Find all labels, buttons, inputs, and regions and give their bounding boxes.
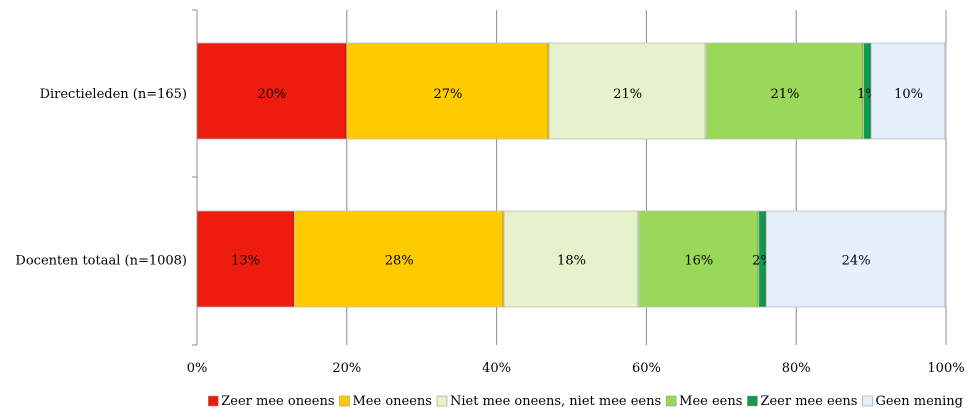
legend-label: Geen mening xyxy=(875,394,963,409)
legend-label: Zeer mee eens xyxy=(760,394,857,409)
bar-segment-edge xyxy=(344,43,347,139)
data-label: 21% xyxy=(771,87,800,102)
data-label: 13% xyxy=(231,254,260,269)
legend-swatch xyxy=(747,395,758,407)
bar-segment-edge xyxy=(869,43,872,139)
bar-segment xyxy=(196,42,348,140)
legend-label: Zeer mee oneens xyxy=(221,394,334,409)
data-label: 16% xyxy=(684,254,713,269)
x-tick-label: 100% xyxy=(927,361,964,376)
x-tick-label: 40% xyxy=(482,361,511,376)
bar-segment xyxy=(293,210,505,308)
x-tick-label: 80% xyxy=(782,361,811,376)
data-label: 28% xyxy=(385,254,414,269)
bar-segment-edge xyxy=(636,211,639,307)
data-label: 21% xyxy=(613,87,642,102)
legend-swatch xyxy=(436,395,448,407)
legend-swatch xyxy=(665,395,677,407)
category-label: Directieleden (n=165) xyxy=(40,87,187,102)
bar-segment-edge xyxy=(704,43,707,139)
legend-item: Zeer mee oneens xyxy=(207,394,335,409)
legend: Zeer mee oneens Mee oneens Niet mee oneens… xyxy=(207,394,963,409)
legend-item: Geen mening xyxy=(862,394,963,409)
bar-segment xyxy=(638,210,760,308)
legend-item: Niet mee oneens, niet mee eens xyxy=(436,394,661,409)
data-label: 24% xyxy=(842,254,871,269)
bar-segment xyxy=(503,210,640,308)
legend-swatch xyxy=(339,395,350,407)
bar-segment xyxy=(196,210,295,308)
legend-item: Zeer mee eens xyxy=(747,394,857,409)
bar-segment-edge xyxy=(756,211,759,307)
legend-label: Mee eens xyxy=(679,394,742,409)
axes: 0% 20% 40% 60% 80% 100% Directieleden (n=165) D… xyxy=(15,9,965,376)
category-label: Docenten totaal (n=1008) xyxy=(15,254,187,269)
x-tick-label: 0% xyxy=(187,361,208,376)
x-tick-label: 20% xyxy=(332,361,361,376)
legend-label: Niet mee oneens, niet mee eens xyxy=(450,394,661,409)
bar-segment xyxy=(765,210,947,308)
data-label: 20% xyxy=(257,87,286,102)
legend-swatch xyxy=(207,395,219,407)
bars: 20% 27% 21% 21% 1% 10%13% 28% 18% 16% 2% 24% xyxy=(196,42,947,308)
data-label: 10% xyxy=(894,87,923,102)
data-label: 18% xyxy=(557,254,586,269)
bar-segment-edge xyxy=(764,211,767,307)
bar-segment-edge xyxy=(292,211,295,307)
bar-segment-edge xyxy=(861,43,864,139)
data-label: 27% xyxy=(433,87,462,102)
legend-swatch xyxy=(862,395,873,407)
bar-segment xyxy=(346,42,550,140)
bar-segment-edge xyxy=(944,43,946,139)
legend-item: Mee oneens xyxy=(339,394,432,409)
legend-item: Mee eens xyxy=(665,394,742,409)
bar-segment xyxy=(870,42,947,140)
bar-segment xyxy=(548,42,707,140)
x-tick-label: 60% xyxy=(632,361,661,376)
bar-segment-edge xyxy=(547,43,550,139)
bar-segment-edge xyxy=(502,211,505,307)
legend-label: Mee oneens xyxy=(353,394,432,409)
bar-segment-edge xyxy=(944,211,946,307)
bar-segment xyxy=(705,42,865,140)
